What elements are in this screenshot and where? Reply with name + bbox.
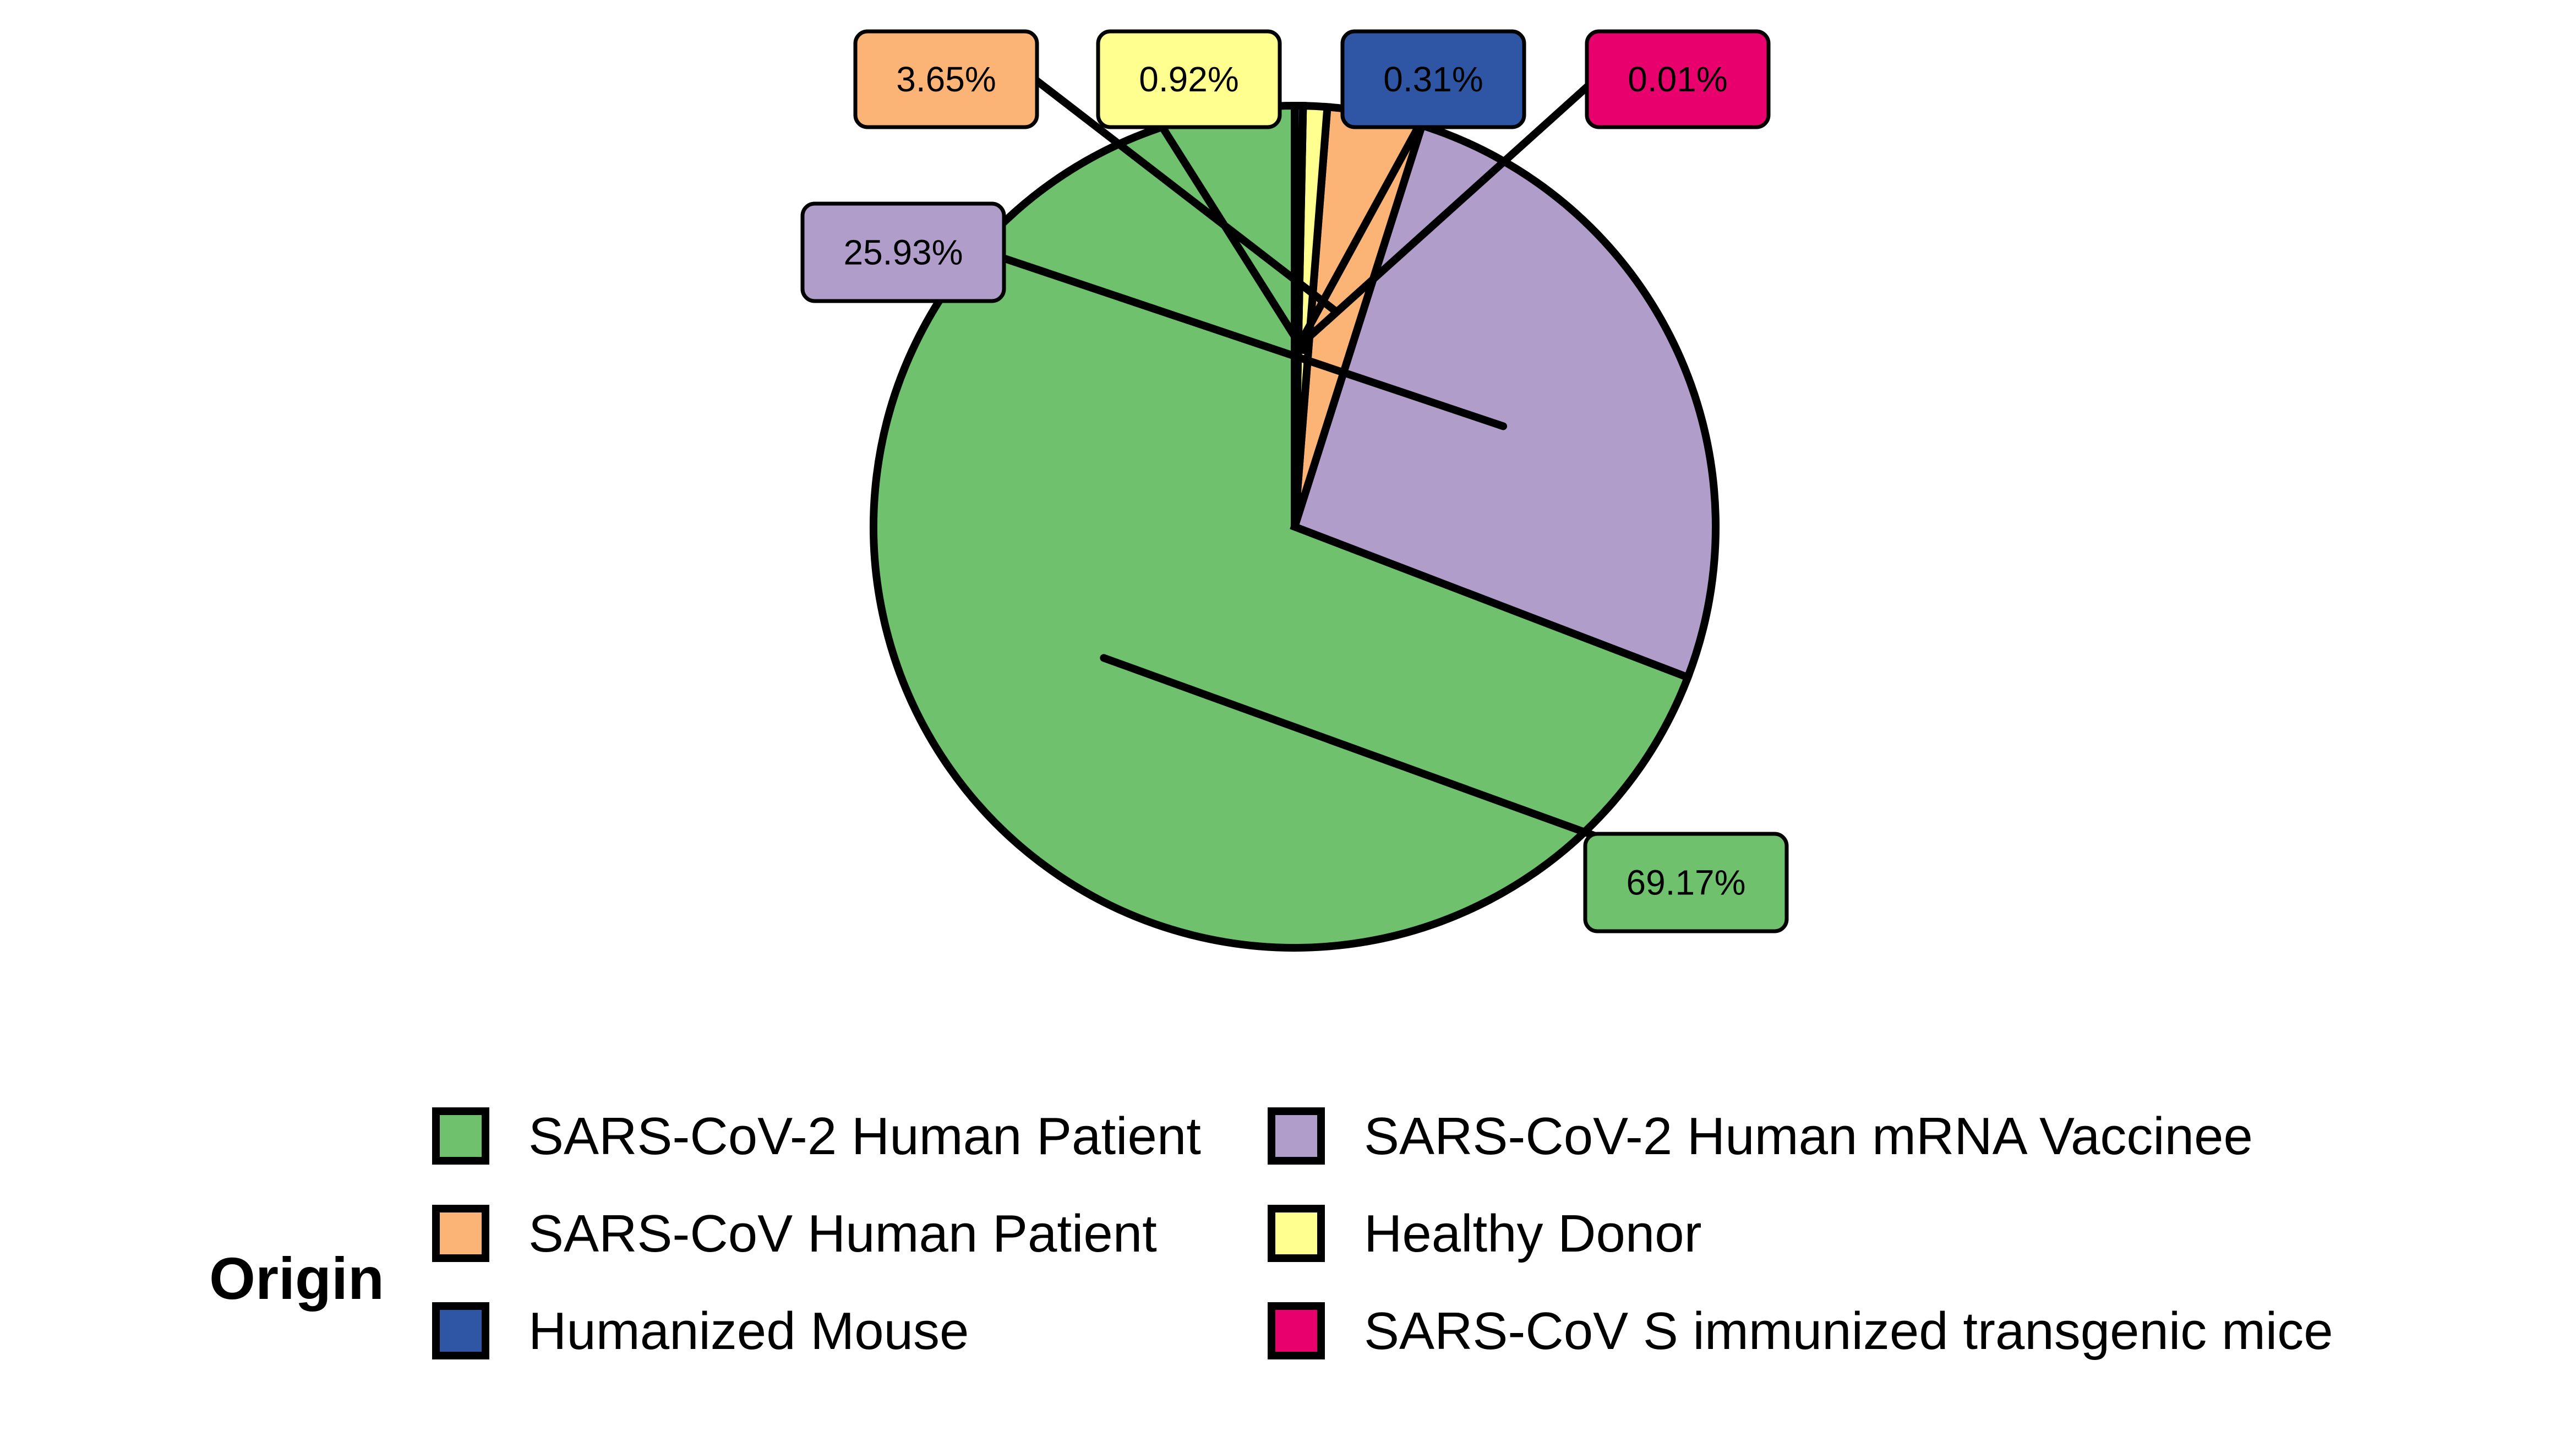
legend-item-sars-cov-2-human-patient: SARS-CoV-2 Human Patient <box>432 1107 1201 1166</box>
data-label-text: 69.17% <box>1626 863 1745 903</box>
data-label-box <box>800 201 1006 303</box>
legend-item-sars-cov-human-patient: SARS-CoV Human Patient <box>432 1204 1157 1263</box>
data-label-humanized-mouse: 0.31% <box>1340 29 1526 129</box>
data-labels: 69.17% 25.93% 3.65% 0.92% 0.31% 0.01% <box>800 29 1789 933</box>
legend-item-sars-cov-s-immunized-transgenic-mice: SARS-CoV S immunized transgenic mice <box>1268 1302 2333 1361</box>
legend-label: SARS-CoV Human Patient <box>528 1204 1157 1263</box>
legend: Origin SARS-CoV-2 Human Patient SARS-CoV-… <box>209 1107 2333 1361</box>
legend-swatch <box>1268 1302 1325 1359</box>
data-label-sars-cov-s-immunized-transgenic-mice: 0.01% <box>1585 29 1771 129</box>
data-label-sars-cov-2-human-patient: 69.17% <box>1583 832 1789 933</box>
data-label-text: 3.65% <box>896 59 996 99</box>
legend-item-healthy-donor: Healthy Donor <box>1268 1204 1702 1263</box>
leader-line-healthy-donor <box>1158 122 1307 354</box>
data-label-healthy-donor: 0.92% <box>1096 29 1282 129</box>
leader-line-sars-cov-2-human-patient <box>1100 654 1602 841</box>
label-leader-lines <box>997 75 1602 841</box>
pie-slice-sars-cov-2-human-patient <box>870 101 1693 952</box>
data-label-text: 0.92% <box>1139 59 1238 99</box>
data-label-box <box>1583 832 1789 933</box>
leader-line-sars-cov-2-human-mrna-vaccinee <box>997 253 1508 430</box>
legend-swatch <box>432 1302 489 1359</box>
data-label-text: 0.01% <box>1628 59 1727 99</box>
legend-swatch <box>1268 1205 1325 1262</box>
data-label-text: 0.31% <box>1383 59 1483 99</box>
data-label-sars-cov-2-human-mrna-vaccinee: 25.93% <box>800 201 1006 303</box>
pie-slice-sars-cov-2-human-mrna-vaccinee <box>1290 121 1720 682</box>
legend-item-humanized-mouse: Humanized Mouse <box>432 1302 969 1361</box>
data-label-box <box>1585 29 1771 129</box>
legend-label: SARS-CoV S immunized transgenic mice <box>1364 1302 2333 1361</box>
data-label-box <box>853 29 1039 129</box>
legend-label: Healthy Donor <box>1364 1204 1702 1263</box>
data-label-box <box>1340 29 1526 129</box>
leader-line-humanized-mouse <box>1292 122 1423 354</box>
leader-line-sars-cov-s-immunized-transgenic-mice <box>1291 80 1594 354</box>
legend-swatch <box>432 1107 489 1165</box>
legend-item-sars-cov-2-human-mrna-vaccinee: SARS-CoV-2 Human mRNA Vaccinee <box>1268 1107 2253 1166</box>
pie-slices <box>870 101 1720 952</box>
leader-line-sars-cov-human-patient <box>1031 75 1341 316</box>
legend-label: Humanized Mouse <box>528 1302 969 1361</box>
legend-swatch <box>432 1205 489 1262</box>
legend-title: Origin <box>209 1245 384 1312</box>
legend-swatch <box>1268 1107 1325 1165</box>
data-label-box <box>1096 29 1282 129</box>
legend-label: SARS-CoV-2 Human mRNA Vaccinee <box>1364 1107 2253 1166</box>
data-label-sars-cov-human-patient: 3.65% <box>853 29 1039 129</box>
data-label-text: 25.93% <box>843 233 963 272</box>
legend-label: SARS-CoV-2 Human Patient <box>528 1107 1201 1166</box>
